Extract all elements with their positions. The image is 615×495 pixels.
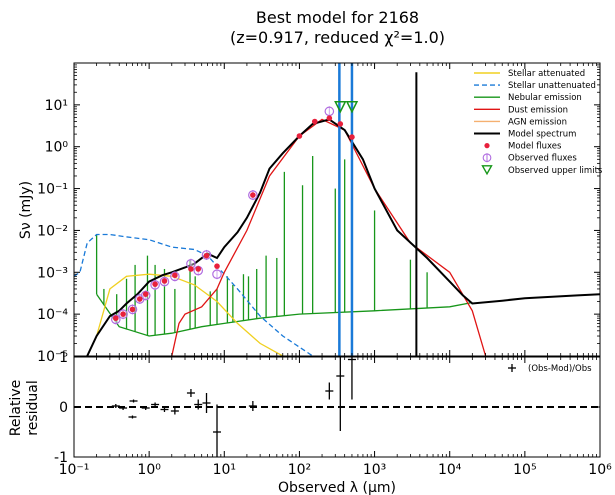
x-tick-label-5: 10⁴ xyxy=(438,462,462,478)
legend-label-1: Stellar unattenuated xyxy=(508,81,596,91)
x-tick-label-2: 10¹ xyxy=(213,462,236,478)
y-tick-label-1: 10⁻⁴ xyxy=(37,307,68,323)
residual-plot: 10⁻¹ 10⁰ 10¹ 10² 10³ 10⁴ 10⁵ 10⁶ -1 0 1 (Obs-Mod)/O… xyxy=(54,350,612,478)
x-tick-label-3: 10² xyxy=(288,462,311,478)
y-tick-label-2: 10⁻³ xyxy=(37,265,68,281)
observed-flux-point-11 xyxy=(212,269,222,280)
legend-label-6: Model fluxes xyxy=(508,142,562,152)
model-flux-point-0 xyxy=(113,315,119,321)
residual-y-tick-label-1: 0 xyxy=(59,400,68,416)
residual-y-tick-label-0: -1 xyxy=(54,450,68,466)
model-spectrum-line xyxy=(86,118,600,356)
model-flux-point-8 xyxy=(188,266,194,272)
legend-label-0: Stellar attenuated xyxy=(508,69,585,79)
x-tick-label-6: 10⁵ xyxy=(513,462,536,478)
chart-subtitle: (z=0.917, reduced χ²=1.0) xyxy=(229,28,446,47)
plot-area xyxy=(74,63,600,356)
nebular-emission-line xyxy=(96,293,473,337)
model-flux-point-2 xyxy=(129,306,136,313)
y-tick-label-4: 10⁻¹ xyxy=(37,182,68,198)
legend-swatch-6 xyxy=(484,143,490,149)
y-tick-label-0: 10⁻⁵ xyxy=(37,349,68,365)
model-flux-point-14 xyxy=(311,118,318,125)
x-tick-label-1: 10⁰ xyxy=(137,462,161,478)
x-tick-label-4: 10³ xyxy=(363,462,386,478)
legend-label-5: Model spectrum xyxy=(508,130,576,140)
legend-label-7: Observed fluxes xyxy=(508,154,577,164)
upper-limit-marker-1 xyxy=(345,101,359,114)
model-flux-point-6 xyxy=(161,278,168,284)
stellar-attenuated-line xyxy=(95,273,284,356)
chart-title: Best model for 2168 xyxy=(255,8,420,27)
legend-swatch-8 xyxy=(481,165,493,176)
model-flux-point-1 xyxy=(120,311,126,317)
observed-flux-point-13 xyxy=(324,106,335,117)
model-flux-point-7 xyxy=(172,272,178,279)
x-tick-label-7: 10⁶ xyxy=(588,462,612,478)
legend-label-8: Observed upper limits xyxy=(508,166,603,176)
model-flux-point-10 xyxy=(203,252,210,259)
model-flux-point-12 xyxy=(250,192,256,198)
legend-label-2: Nebular emission xyxy=(508,93,582,103)
model-flux-point-5 xyxy=(152,281,158,287)
model-flux-point-13 xyxy=(296,133,303,139)
y-tick-label-6: 10¹ xyxy=(45,98,68,114)
main-plot-frame xyxy=(73,62,601,357)
y-tick-label-3: 10⁻² xyxy=(37,223,68,239)
upper-limit-marker-0 xyxy=(334,101,347,114)
legend: Stellar attenuated Stellar unattenuated Ne… xyxy=(474,69,603,176)
model-flux-point-9 xyxy=(195,266,202,272)
x-tick-label-0: 10⁻¹ xyxy=(59,462,90,478)
model-flux-point-15 xyxy=(326,115,333,121)
residual-y-label-line2: residual xyxy=(25,380,41,435)
residual-legend-label: (Obs-Mod)/Obs xyxy=(528,364,592,374)
legend-label-3: Dust emission xyxy=(508,105,568,115)
residual-points xyxy=(111,357,356,457)
model-flux-point-17 xyxy=(349,134,355,140)
y-axis-label: Sν (mJy) xyxy=(18,181,34,239)
model-flux-point-3 xyxy=(136,296,143,302)
legend-label-4: AGN emission xyxy=(508,117,567,127)
residual-y-label-line1: Relative xyxy=(8,380,24,436)
x-axis-label: Observed λ (μm) xyxy=(278,480,396,495)
model-flux-point-11 xyxy=(214,263,220,269)
y-tick-label-5: 10⁰ xyxy=(45,140,69,156)
model-flux-point-16 xyxy=(337,121,344,127)
residual-y-tick-label-2: 1 xyxy=(59,350,68,366)
model-flux-point-4 xyxy=(142,291,149,297)
stellar-unattenuated-line xyxy=(74,233,314,356)
dust-emission-line xyxy=(171,118,487,356)
